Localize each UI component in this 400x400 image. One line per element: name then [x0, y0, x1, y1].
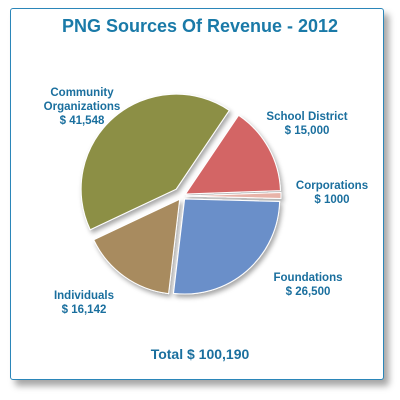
chart-title: PNG Sources Of Revenue - 2012: [61, 16, 339, 36]
pie-slice-community-organizations: [80, 93, 230, 231]
label-individuals-value: $ 16,142: [61, 304, 107, 316]
label-individuals-name: Individuals: [53, 290, 115, 302]
label-school-value: $ 15,000: [284, 125, 330, 137]
pie-slice-school-district: [184, 114, 281, 195]
label-foundations-value: $ 26,500: [285, 286, 331, 298]
label-corporations-name: Corporations: [295, 180, 369, 192]
pie-slice-corporations: [185, 191, 282, 199]
label-corporations-value: $ 1000: [314, 194, 350, 206]
label-community-organizations: Community Organizations $ 41,548: [22, 86, 142, 128]
label-foundations: Foundations $ 26,500: [258, 271, 358, 299]
label-corporations: Corporations $ 1000: [284, 179, 380, 207]
label-community-name: Community Organizations: [43, 87, 121, 113]
label-individuals: Individuals $ 16,142: [34, 289, 134, 317]
pie-slice-foundations: [172, 198, 281, 295]
total-label: Total $ 100,190: [150, 346, 250, 362]
label-community-value: $ 41,548: [59, 115, 105, 127]
label-foundations-name: Foundations: [273, 272, 343, 284]
pie-slice-individuals: [93, 198, 181, 295]
label-school-district: School District $ 15,000: [252, 110, 362, 138]
label-school-name: School District: [266, 111, 348, 123]
